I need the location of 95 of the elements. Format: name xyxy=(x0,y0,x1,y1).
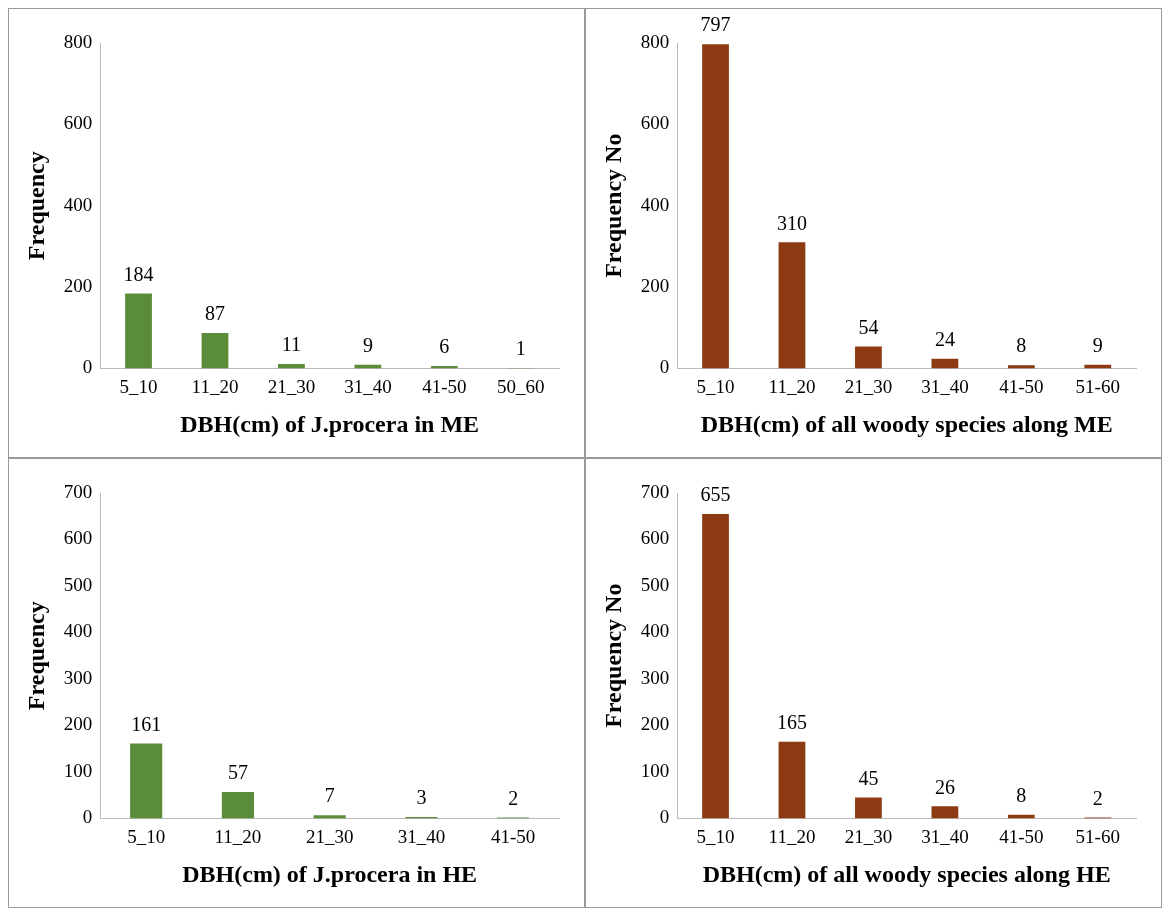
bar xyxy=(931,358,959,369)
y-tick-label: 800 xyxy=(63,30,93,52)
x-tick-label: 21_30 xyxy=(267,375,316,397)
y-tick-label: 700 xyxy=(63,480,93,502)
y-tick-label: 200 xyxy=(63,713,93,735)
y-tick-label: 0 xyxy=(659,356,670,378)
y-tick-label: 100 xyxy=(640,759,670,781)
x-tick-label: 21_30 xyxy=(844,825,893,847)
x-axis-title: DBH(cm) of all woody species along ME xyxy=(700,410,1113,437)
x-tick-label: 41-50 xyxy=(422,375,467,397)
y-tick-label: 700 xyxy=(640,480,670,502)
data-label: 45 xyxy=(858,766,879,789)
x-axis-title: DBH(cm) of J.procera in ME xyxy=(180,410,480,437)
x-tick-label: 51-60 xyxy=(1075,375,1120,397)
data-label: 310 xyxy=(776,211,807,234)
data-label: 165 xyxy=(776,710,807,733)
data-label: 3 xyxy=(416,786,427,809)
y-tick-label: 600 xyxy=(63,112,93,134)
x-tick-label: 5_10 xyxy=(119,375,158,397)
y-axis-title: Frequency xyxy=(22,601,49,711)
data-label: 6 xyxy=(439,335,450,358)
y-tick-label: 400 xyxy=(63,193,93,215)
x-axis-title: DBH(cm) of J.procera in HE xyxy=(182,860,478,887)
x-tick-label: 11_20 xyxy=(191,375,239,397)
y-tick-label: 500 xyxy=(640,573,670,595)
y-tick-label: 600 xyxy=(63,527,93,549)
bar xyxy=(855,797,882,819)
y-tick-label: 100 xyxy=(63,759,93,781)
data-label: 9 xyxy=(1092,333,1103,356)
bar xyxy=(130,743,163,819)
data-label: 24 xyxy=(934,327,955,350)
x-tick-label: 21_30 xyxy=(305,825,354,847)
data-label: 8 xyxy=(1016,783,1027,806)
x-tick-label: 41-50 xyxy=(490,825,536,847)
y-tick-label: 0 xyxy=(82,356,93,378)
data-label: 1 xyxy=(515,337,526,360)
data-label: 26 xyxy=(934,775,955,798)
y-tick-label: 800 xyxy=(640,30,670,52)
x-tick-label: 5_10 xyxy=(127,825,166,847)
bar xyxy=(702,513,729,819)
bar xyxy=(313,815,346,819)
data-label: 11 xyxy=(281,333,302,356)
x-tick-label: 51-60 xyxy=(1075,825,1120,847)
bar xyxy=(221,791,254,819)
data-label: 2 xyxy=(508,786,519,809)
y-tick-label: 0 xyxy=(82,806,93,828)
y-axis-title: Frequency No xyxy=(599,583,626,728)
x-tick-label: 50_60 xyxy=(497,375,545,397)
y-tick-label: 500 xyxy=(63,573,93,595)
x-tick-label: 31_40 xyxy=(921,375,969,397)
bar xyxy=(278,363,305,369)
bar xyxy=(778,741,806,819)
y-tick-label: 200 xyxy=(640,275,670,297)
y-tick-label: 0 xyxy=(659,806,670,828)
x-tick-label: 31_40 xyxy=(344,375,392,397)
y-tick-label: 200 xyxy=(63,275,93,297)
bar xyxy=(702,44,729,369)
x-tick-label: 31_40 xyxy=(397,825,446,847)
y-axis-title: Frequency No xyxy=(599,133,626,278)
x-tick-label: 31_40 xyxy=(921,825,969,847)
bar xyxy=(855,346,882,369)
x-tick-label: 11_20 xyxy=(214,825,262,847)
data-label: 797 xyxy=(700,13,731,36)
data-label: 161 xyxy=(131,712,162,735)
x-tick-label: 41-50 xyxy=(999,375,1044,397)
y-tick-label: 400 xyxy=(640,193,670,215)
y-tick-label: 400 xyxy=(63,620,93,642)
x-tick-label: 11_20 xyxy=(768,825,816,847)
data-label: 8 xyxy=(1016,334,1027,357)
x-tick-label: 41-50 xyxy=(999,825,1044,847)
data-label: 57 xyxy=(227,761,248,784)
x-tick-label: 5_10 xyxy=(696,825,735,847)
y-tick-label: 300 xyxy=(63,666,93,688)
bar xyxy=(201,333,229,369)
data-label: 9 xyxy=(362,333,373,356)
y-tick-label: 400 xyxy=(640,620,670,642)
bar xyxy=(1007,365,1035,369)
x-tick-label: 11_20 xyxy=(768,375,816,397)
bar xyxy=(931,806,959,819)
bar xyxy=(778,242,806,369)
y-axis-title: Frequency xyxy=(22,151,49,261)
x-axis-title: DBH(cm) of all woody species along HE xyxy=(702,860,1111,887)
x-tick-label: 5_10 xyxy=(696,375,735,397)
y-tick-label: 200 xyxy=(640,713,670,735)
data-label: 7 xyxy=(324,784,335,807)
data-label: 87 xyxy=(204,302,225,325)
data-label: 54 xyxy=(858,315,879,338)
y-tick-label: 300 xyxy=(640,666,670,688)
data-label: 655 xyxy=(700,483,731,506)
data-label: 184 xyxy=(123,262,154,285)
data-label: 2 xyxy=(1092,786,1103,809)
y-tick-label: 600 xyxy=(640,112,670,134)
bar xyxy=(125,293,152,369)
y-tick-label: 600 xyxy=(640,527,670,549)
x-tick-label: 21_30 xyxy=(844,375,893,397)
